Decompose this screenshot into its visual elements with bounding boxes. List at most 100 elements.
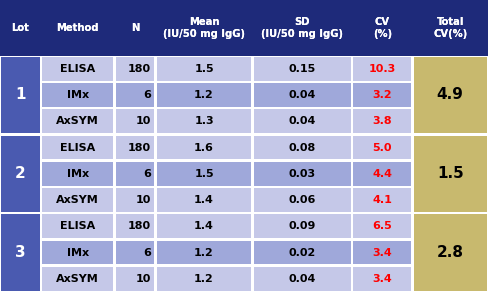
Bar xyxy=(254,1,351,54)
Bar xyxy=(353,135,411,159)
Text: 0.03: 0.03 xyxy=(289,169,316,179)
Text: Mean
(IU/50 mg IgG): Mean (IU/50 mg IgG) xyxy=(163,17,245,39)
Bar xyxy=(254,267,351,291)
Bar xyxy=(42,1,113,54)
Bar xyxy=(414,214,487,291)
Bar xyxy=(116,267,154,291)
Bar xyxy=(42,1,113,54)
Bar xyxy=(157,1,251,54)
Text: Method: Method xyxy=(57,23,99,33)
Bar xyxy=(353,57,411,81)
Bar xyxy=(1,214,40,291)
Bar xyxy=(157,188,251,212)
Bar xyxy=(353,267,411,291)
Bar xyxy=(42,267,113,291)
Bar xyxy=(254,135,351,159)
Text: 10.3: 10.3 xyxy=(368,64,396,74)
Bar xyxy=(353,83,411,107)
Text: N: N xyxy=(131,23,139,33)
Bar xyxy=(157,162,251,186)
Text: CV
(%): CV (%) xyxy=(373,17,392,39)
Text: N: N xyxy=(131,23,139,33)
Bar xyxy=(116,1,154,54)
Text: 1.4: 1.4 xyxy=(194,221,214,231)
Bar xyxy=(254,162,351,186)
Text: 180: 180 xyxy=(128,142,151,152)
Text: 10: 10 xyxy=(136,195,151,205)
Text: Total
CV(%): Total CV(%) xyxy=(433,17,468,39)
Bar xyxy=(254,214,351,238)
Text: 2.8: 2.8 xyxy=(437,245,464,260)
Bar xyxy=(157,267,251,291)
Text: 2: 2 xyxy=(15,166,26,181)
Bar xyxy=(254,57,351,81)
Text: IMx: IMx xyxy=(67,90,89,100)
Bar xyxy=(42,83,113,107)
Text: 1.5: 1.5 xyxy=(194,169,214,179)
Text: 180: 180 xyxy=(128,64,151,74)
Text: AxSYM: AxSYM xyxy=(56,116,99,126)
Text: 1.6: 1.6 xyxy=(194,142,214,152)
Text: 3.4: 3.4 xyxy=(372,274,392,284)
Text: 4.1: 4.1 xyxy=(372,195,392,205)
Bar xyxy=(157,135,251,159)
Text: 1: 1 xyxy=(15,88,26,102)
Text: 0.04: 0.04 xyxy=(288,116,316,126)
Text: Lot: Lot xyxy=(12,23,29,33)
Bar xyxy=(116,188,154,212)
Text: 0.06: 0.06 xyxy=(288,195,316,205)
Bar xyxy=(1,135,40,212)
Bar xyxy=(353,1,411,54)
Bar xyxy=(116,241,154,265)
Text: 5.0: 5.0 xyxy=(372,142,392,152)
Bar xyxy=(353,110,411,133)
Bar xyxy=(157,83,251,107)
Text: ELISA: ELISA xyxy=(60,221,95,231)
Text: Lot: Lot xyxy=(12,23,29,33)
Text: 10: 10 xyxy=(136,274,151,284)
Text: 0.02: 0.02 xyxy=(289,248,316,258)
Text: 1.5: 1.5 xyxy=(194,64,214,74)
Bar xyxy=(116,1,154,54)
Bar xyxy=(157,214,251,238)
Text: SD
(IU/50 mg IgG): SD (IU/50 mg IgG) xyxy=(261,17,343,39)
Bar xyxy=(353,1,411,54)
Text: 1.3: 1.3 xyxy=(194,116,214,126)
Bar xyxy=(42,188,113,212)
Bar xyxy=(254,1,351,54)
Bar xyxy=(254,241,351,265)
Bar xyxy=(42,162,113,186)
Bar xyxy=(42,135,113,159)
Bar xyxy=(353,241,411,265)
Bar xyxy=(254,110,351,133)
Bar xyxy=(157,57,251,81)
Text: 10: 10 xyxy=(136,116,151,126)
Text: CV
(%): CV (%) xyxy=(373,17,392,39)
Bar xyxy=(1,1,40,54)
Text: 0.08: 0.08 xyxy=(289,142,316,152)
Text: Method: Method xyxy=(57,23,99,33)
Bar xyxy=(1,1,40,54)
Text: 6.5: 6.5 xyxy=(372,221,392,231)
Bar xyxy=(414,1,487,54)
Text: 1.2: 1.2 xyxy=(194,248,214,258)
Text: AxSYM: AxSYM xyxy=(56,274,99,284)
Text: 0.15: 0.15 xyxy=(289,64,316,74)
Text: IMx: IMx xyxy=(67,248,89,258)
Bar xyxy=(116,214,154,238)
Bar xyxy=(116,110,154,133)
Text: 4.4: 4.4 xyxy=(372,169,392,179)
Text: 0.09: 0.09 xyxy=(288,221,316,231)
Text: ELISA: ELISA xyxy=(60,142,95,152)
Text: 3.4: 3.4 xyxy=(372,248,392,258)
Bar xyxy=(254,83,351,107)
Bar xyxy=(157,1,251,54)
Text: 6: 6 xyxy=(143,248,151,258)
Bar xyxy=(116,135,154,159)
Bar xyxy=(42,57,113,81)
Bar xyxy=(157,110,251,133)
Bar xyxy=(353,162,411,186)
Bar xyxy=(42,110,113,133)
Text: SD
(IU/50 mg IgG): SD (IU/50 mg IgG) xyxy=(261,17,343,39)
Bar xyxy=(1,57,40,133)
